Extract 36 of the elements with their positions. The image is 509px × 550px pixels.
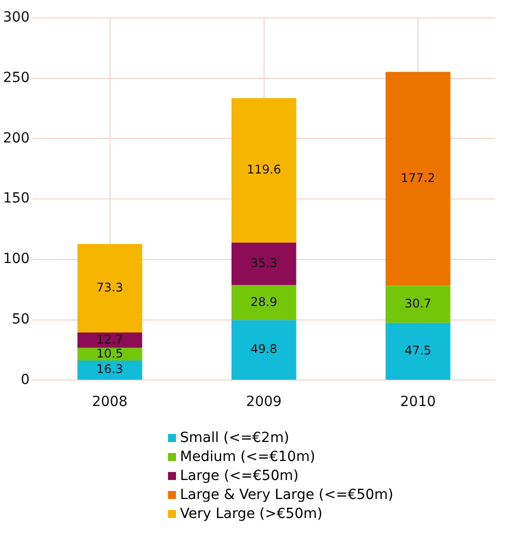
data-label: 177.2 (400, 170, 436, 185)
data-label: 47.5 (404, 343, 432, 358)
data-label: 16.3 (96, 362, 124, 376)
y-tick-label: 150 (2, 190, 30, 207)
bar (232, 320, 296, 380)
data-label: 10.5 (96, 346, 124, 360)
bar (232, 98, 296, 243)
bar (77, 360, 142, 380)
legend-label: Small (<=€2m) (180, 430, 290, 446)
x-tick-label: 2008 (92, 394, 128, 410)
bar (386, 286, 450, 323)
y-tick-label: 50 (12, 311, 30, 328)
bar (232, 285, 296, 320)
data-label: 49.8 (250, 342, 278, 356)
data-label: 28.9 (250, 294, 278, 309)
data-label: 119.6 (246, 162, 282, 176)
y-tick-label: 0 (20, 372, 30, 388)
bar (386, 322, 450, 380)
bar (386, 72, 450, 286)
bar (232, 242, 296, 286)
legend-label: Large (<=€50m) (180, 468, 299, 484)
bar (77, 244, 142, 333)
x-tick-label: 2010 (400, 394, 436, 410)
data-label: 30.7 (404, 296, 432, 310)
data-label: 35.3 (250, 256, 278, 270)
data-label: 73.3 (96, 280, 124, 294)
x-tick-label: 2009 (246, 394, 282, 410)
data-label: 12.7 (96, 332, 124, 346)
y-tick-label: 250 (2, 70, 30, 86)
y-tick-label: 100 (2, 251, 30, 268)
y-tick-label: 300 (2, 10, 30, 26)
legend-label: Very Large (>€50m) (180, 506, 322, 522)
legend-label: Large & Very Large (<=€50m) (180, 486, 394, 502)
y-tick-label: 200 (2, 130, 30, 146)
legend-label: Medium (<=€10m) (180, 448, 316, 464)
bar (77, 332, 142, 348)
